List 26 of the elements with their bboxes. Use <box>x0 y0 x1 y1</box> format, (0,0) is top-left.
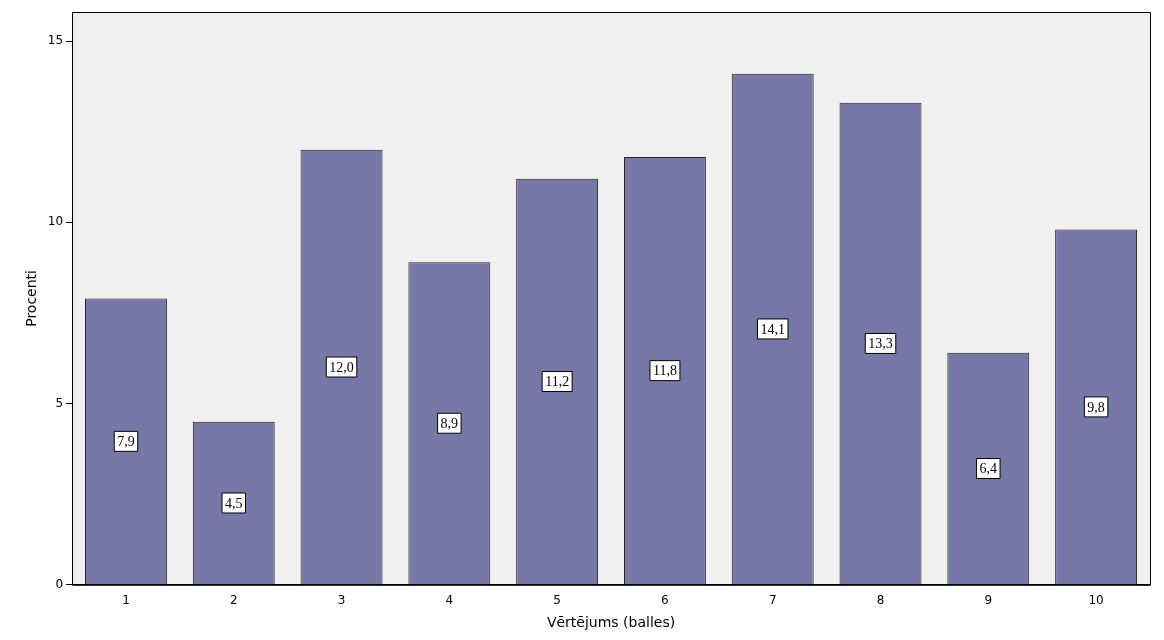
data-label: 11,2 <box>545 374 570 390</box>
x-tick-label: 4 <box>445 593 454 608</box>
data-label: 12,0 <box>329 359 354 375</box>
data-label: 14,1 <box>760 321 785 337</box>
data-label: 6,4 <box>979 461 998 477</box>
x-tick-label: 5 <box>553 593 561 608</box>
x-tick-label: 7 <box>768 593 777 608</box>
data-label: 7,9 <box>117 434 135 450</box>
y-tick-label: 5 <box>55 395 64 410</box>
x-tick-label: 8 <box>876 593 885 608</box>
data-label: 11,8 <box>652 363 677 379</box>
y-tick-label: 15 <box>47 33 64 48</box>
x-tick-label: 6 <box>661 593 669 608</box>
data-label: 8,9 <box>440 415 459 431</box>
x-axis-title: Vērtējums (balles) <box>546 614 676 631</box>
x-tick-label: 10 <box>1088 593 1104 608</box>
y-axis-title: Procenti <box>23 270 40 327</box>
x-tick-label: 2 <box>229 593 238 608</box>
x-tick-label: 3 <box>337 593 346 608</box>
data-label: 9,8 <box>1087 399 1105 415</box>
x-tick-label: 1 <box>122 593 130 608</box>
y-tick-label: 10 <box>47 214 64 229</box>
y-tick-label: 0 <box>55 576 64 591</box>
data-label: 13,3 <box>868 336 893 352</box>
x-tick-label: 9 <box>984 593 993 608</box>
data-label: 4,5 <box>225 495 243 511</box>
